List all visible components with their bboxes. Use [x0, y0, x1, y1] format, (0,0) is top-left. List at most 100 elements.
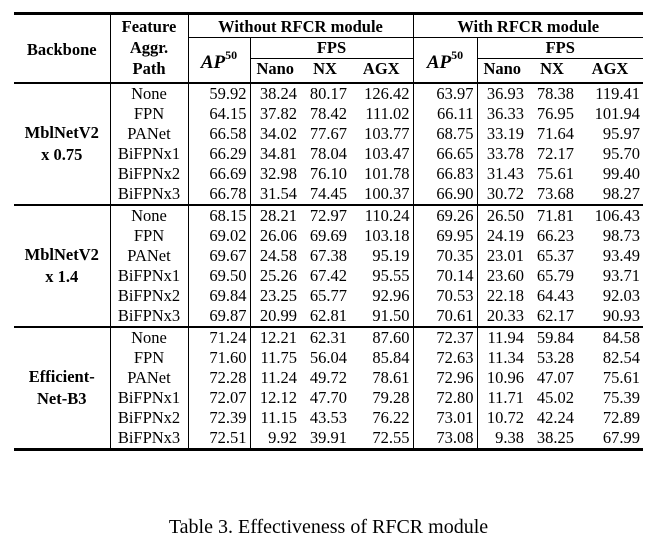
agx-fps-without-cell: 76.22 — [350, 408, 414, 428]
ap50-without-cell: 69.50 — [188, 266, 251, 286]
agx-fps-with-cell: 101.94 — [594, 104, 640, 123]
agx-fps-without-cell: 79.28 — [350, 388, 414, 408]
agx-fps-without-cell: 87.60 — [350, 326, 414, 348]
nx-fps-with-cell: 78.38 — [527, 82, 577, 104]
nano-fps-with-cell: 33.78 — [486, 144, 524, 163]
feature-path-cell: BiFPNx2 — [110, 408, 189, 428]
agx-fps-without-cell: 85.84 — [350, 348, 414, 368]
nano-fps-without-cell: 20.99 — [259, 306, 297, 325]
table-row: FPN 64.15 37.82 78.42 111.02 66.11 36.33 76.95 1… — [14, 104, 643, 124]
header-agx-with: AGX — [577, 58, 643, 84]
table-row: Efficient- Net-B3 None 71.24 12.21 62.31 87.60… — [14, 326, 643, 450]
backbone-name-line2: x 1.4 — [45, 267, 79, 286]
header-nano-with: Nano — [477, 58, 527, 84]
nano-fps-with-cell: 9.38 — [495, 428, 524, 447]
ap50-without-cell: 69.84 — [188, 286, 251, 306]
agx-fps-with-cell: 84.58 — [577, 326, 643, 348]
ap50-without-cell: 68.15 — [188, 204, 251, 226]
nx-fps-with-cell: 64.43 — [536, 286, 574, 305]
ap50-without-cell: 72.28 — [188, 368, 251, 388]
ap50-with-cell: 73.01 — [413, 408, 478, 428]
header-backbone: Backbone — [14, 13, 111, 84]
feature-path-cell: FPN — [110, 226, 189, 246]
nano-fps-with-cell: 11.94 — [477, 326, 527, 348]
results-table-container: Backbone Feature Without RFCR module Wit… — [14, 12, 643, 451]
ap50-with-cell: 69.95 — [413, 226, 478, 246]
nano-fps-without-cell: 24.58 — [259, 246, 297, 265]
feature-path-cell: BiFPNx1 — [110, 144, 189, 164]
header-nano-without: Nano — [250, 58, 300, 84]
backbone-name-line1: MblNetV2 — [24, 245, 99, 264]
feature-path-cell: BiFPNx2 — [110, 286, 189, 306]
nano-fps-without-cell: 9.92 — [268, 428, 297, 447]
nano-fps-with-cell: 36.93 — [477, 82, 527, 104]
feature-path-cell: FPN — [110, 348, 189, 368]
ap50-with-cell: 70.35 — [413, 246, 478, 266]
nx-fps-without-cell: 43.53 — [309, 408, 347, 427]
nano-fps-with-cell: 11.34 — [487, 348, 524, 367]
ap50-with-cell: 73.08 — [413, 428, 478, 450]
nano-fps-with-cell: 33.19 — [486, 124, 524, 143]
nx-fps-without-cell: 65.77 — [309, 286, 347, 305]
feature-path-cell: BiFPNx1 — [110, 266, 189, 286]
ap50-without-cell: 71.24 — [188, 326, 251, 348]
agx-fps-with-cell: 98.27 — [602, 184, 640, 203]
ap50-without-cell: 66.69 — [188, 164, 251, 184]
header-ap50-without: AP50 — [188, 37, 251, 84]
nano-fps-without-cell: 37.82 — [259, 104, 297, 123]
agx-fps-without-cell: 110.24 — [350, 204, 414, 226]
table-row: BiFPNx2 66.69 32.98 76.10 101.78 66.83 31.43 75… — [14, 164, 643, 184]
header-feature-line2: Aggr. — [110, 37, 189, 59]
ap50-with-cell: 72.37 — [413, 326, 478, 348]
backbone-name-line2: Net-B3 — [37, 389, 87, 408]
feature-path-cell: FPN — [110, 104, 189, 124]
header-fps-with: FPS — [477, 37, 643, 59]
header-agx-without: AGX — [350, 58, 414, 84]
nx-fps-with-cell: 45.02 — [536, 388, 574, 407]
feature-path-cell: BiFPNx1 — [110, 388, 189, 408]
nano-fps-with-cell: 11.71 — [487, 388, 524, 407]
ap50-with-cell: 66.65 — [413, 144, 478, 164]
nano-fps-without-cell: 23.25 — [259, 286, 297, 305]
agx-fps-without-cell: 111.02 — [350, 104, 414, 124]
agx-fps-without-cell: 100.37 — [350, 184, 414, 205]
agx-fps-without-cell: 95.55 — [350, 266, 414, 286]
agx-fps-without-cell: 95.19 — [350, 246, 414, 266]
feature-path-cell: BiFPNx3 — [110, 306, 189, 327]
table-row: FPN 71.60 11.75 56.04 85.84 72.63 11.34 53.28 82… — [14, 348, 643, 368]
ap50-with-cell: 66.90 — [413, 184, 478, 205]
ap50-without-cell: 59.92 — [188, 82, 251, 104]
ap50-with-cell: 69.26 — [413, 204, 478, 226]
feature-path-cell: PANet — [110, 124, 189, 144]
feature-path-cell: BiFPNx3 — [110, 428, 189, 450]
nano-fps-with-cell: 23.60 — [486, 266, 524, 285]
agx-fps-without-cell: 72.55 — [350, 428, 414, 450]
ap50-with-cell: 72.63 — [413, 348, 478, 368]
nano-fps-without-cell: 31.54 — [259, 184, 297, 203]
ap50-without-cell: 69.87 — [188, 306, 251, 327]
table-row: PANet 69.67 24.58 67.38 95.19 70.35 23.01 65.37… — [14, 246, 643, 266]
backbone-name: MblNetV2 x 0.75 — [14, 82, 111, 205]
nx-fps-with-cell: 72.17 — [536, 144, 574, 163]
ap50-with-cell: 66.83 — [413, 164, 478, 184]
agx-fps-with-cell: 93.49 — [602, 246, 640, 265]
feature-path-cell: None — [110, 326, 189, 348]
agx-fps-with-cell: 106.43 — [577, 204, 643, 226]
nx-fps-without-cell: 56.04 — [309, 348, 347, 367]
ap50-without-cell: 71.60 — [188, 348, 251, 368]
nano-fps-with-cell: 26.50 — [477, 204, 527, 226]
nx-fps-with-cell: 38.25 — [536, 428, 574, 447]
table-row: BiFPNx1 66.29 34.81 78.04 103.47 66.65 33.78 72… — [14, 144, 643, 164]
feature-path-cell: BiFPNx2 — [110, 164, 189, 184]
agx-fps-without-cell: 91.50 — [350, 306, 414, 327]
nano-fps-with-cell: 10.72 — [486, 408, 524, 427]
nx-fps-with-cell: 73.68 — [536, 184, 574, 203]
table-row: BiFPNx1 72.07 12.12 47.70 79.28 72.80 11.71 45.… — [14, 388, 643, 408]
nx-fps-without-cell: 47.70 — [309, 388, 347, 407]
table-row: PANet 66.58 34.02 77.67 103.77 68.75 33.19 71.6… — [14, 124, 643, 144]
ap50-with-cell: 70.14 — [413, 266, 478, 286]
agx-fps-with-cell: 75.61 — [602, 368, 640, 387]
table-row: BiFPNx3 69.87 20.99 62.81 91.50 70.61 20.33 62.… — [14, 306, 643, 327]
agx-fps-with-cell: 92.03 — [602, 286, 640, 305]
agx-fps-without-cell: 103.18 — [350, 226, 414, 246]
